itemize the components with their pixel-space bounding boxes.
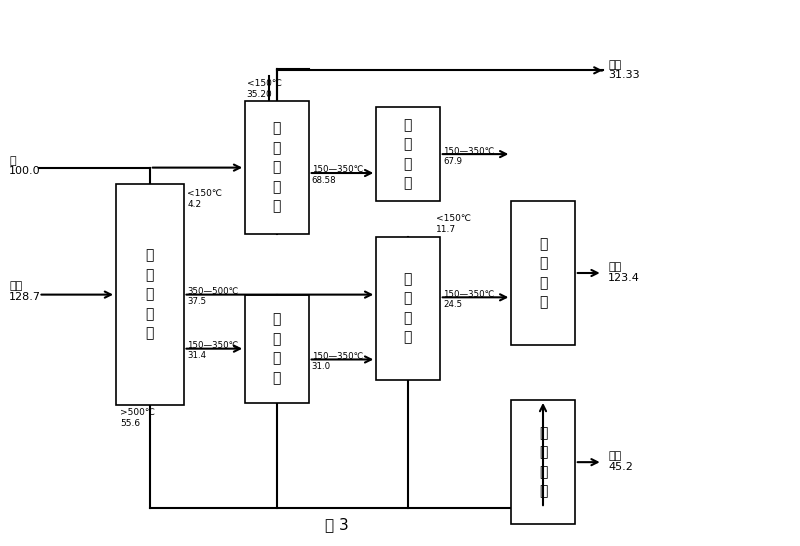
Text: 加
氢
精
制: 加 氢 精 制	[273, 312, 281, 385]
Text: 柴
油
调
和: 柴 油 调 和	[539, 237, 547, 309]
Text: <150℃
35.20: <150℃ 35.20	[246, 79, 282, 99]
Bar	[511, 201, 574, 345]
Text: 加
氢
裂
化: 加 氢 裂 化	[404, 272, 412, 345]
Text: 催
化
重
整: 催 化 重 整	[539, 426, 547, 498]
Bar	[245, 295, 309, 403]
Text: 150—350℃
24.5: 150—350℃ 24.5	[443, 290, 494, 309]
Text: 150—350℃
31.4: 150—350℃ 31.4	[187, 341, 238, 360]
Text: 123.4: 123.4	[608, 273, 640, 283]
Text: 45.2: 45.2	[608, 462, 633, 472]
Bar	[376, 236, 440, 379]
Text: 150—350℃
67.9: 150—350℃ 67.9	[443, 146, 494, 166]
Text: 汽油: 汽油	[608, 452, 622, 461]
Text: 100.0: 100.0	[9, 166, 41, 176]
Text: 煤: 煤	[9, 156, 16, 166]
Text: 128.7: 128.7	[9, 292, 41, 302]
Text: 31.33: 31.33	[608, 70, 640, 80]
Bar	[511, 400, 574, 524]
Bar	[245, 102, 309, 234]
Text: 加
氢
精
制: 加 氢 精 制	[404, 118, 412, 191]
Text: <150℃
11.7: <150℃ 11.7	[436, 215, 470, 234]
Text: 柴油: 柴油	[608, 262, 622, 272]
Text: 残渣: 残渣	[608, 60, 622, 69]
Text: 150—350℃
31.0: 150—350℃ 31.0	[312, 352, 363, 371]
Text: 150—350℃
68.58: 150—350℃ 68.58	[312, 165, 363, 185]
Bar	[116, 184, 183, 406]
Bar	[376, 107, 440, 201]
Text: <150℃
4.2: <150℃ 4.2	[187, 189, 222, 209]
Text: 350—500℃
37.5: 350—500℃ 37.5	[187, 287, 238, 306]
Text: 原油: 原油	[9, 281, 22, 291]
Text: 图 3: 图 3	[325, 517, 348, 532]
Text: 煤
直
接
液
化: 煤 直 接 液 化	[273, 122, 281, 213]
Text: 常
减
压
蒸
馏: 常 减 压 蒸 馏	[146, 248, 154, 341]
Text: >500℃
55.6: >500℃ 55.6	[120, 408, 155, 428]
